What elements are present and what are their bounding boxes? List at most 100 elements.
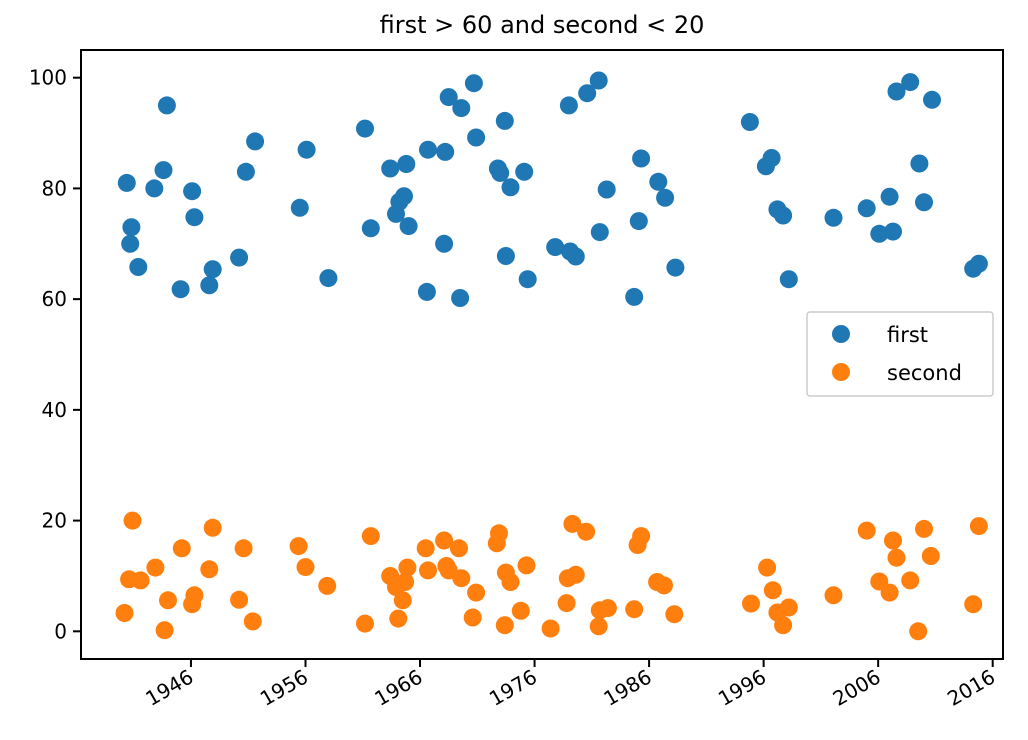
point-second-24: [396, 573, 415, 591]
point-first-50: [625, 287, 644, 306]
x-tick-label: 1946: [141, 665, 197, 711]
point-second-70: [909, 622, 928, 641]
point-first-68: [901, 73, 920, 92]
point-first-13: [236, 162, 255, 181]
point-second-50: [598, 599, 617, 618]
point-first-53: [649, 172, 668, 191]
point-first-33: [464, 74, 483, 93]
point-second-0: [115, 604, 134, 622]
point-second-68: [887, 548, 906, 567]
point-first-28: [436, 142, 455, 161]
legend-marker-first: [832, 325, 850, 343]
point-second-69: [901, 571, 920, 590]
point-first-52: [632, 149, 651, 168]
point-first-67: [887, 82, 906, 101]
point-first-61: [779, 270, 798, 289]
point-first-3: [129, 258, 148, 276]
point-first-34: [467, 128, 486, 147]
point-first-7: [171, 280, 190, 299]
point-first-69: [910, 154, 929, 173]
point-first-39: [501, 178, 520, 197]
point-second-74: [969, 517, 988, 536]
point-first-2: [121, 234, 140, 253]
point-second-51: [625, 600, 644, 619]
point-first-38: [496, 247, 515, 265]
point-second-33: [463, 608, 482, 627]
point-second-4: [146, 558, 165, 577]
point-second-47: [577, 522, 596, 541]
point-second-16: [296, 558, 315, 577]
point-first-31: [452, 99, 471, 118]
point-first-9: [185, 208, 204, 227]
point-second-28: [435, 531, 454, 550]
point-first-37: [495, 111, 514, 130]
point-first-42: [546, 238, 565, 257]
y-tick-label: 20: [42, 509, 67, 533]
legend-label-second: second: [887, 361, 962, 385]
x-tick-label: 1986: [600, 665, 656, 711]
point-second-62: [779, 598, 798, 617]
y-tick-label: 0: [54, 619, 67, 643]
point-second-5: [155, 621, 174, 640]
y-tick-label: 80: [42, 176, 67, 200]
point-first-0: [117, 173, 136, 192]
point-second-63: [824, 586, 843, 605]
point-second-10: [200, 560, 219, 579]
point-first-30: [439, 88, 458, 107]
point-second-25: [398, 558, 417, 577]
point-first-5: [154, 161, 173, 180]
x-tick-label: 1956: [256, 665, 312, 711]
point-first-27: [417, 282, 436, 301]
point-first-46: [578, 84, 597, 103]
point-first-12: [230, 248, 249, 267]
point-second-17: [318, 576, 337, 595]
point-first-40: [515, 162, 534, 181]
point-first-62: [824, 208, 843, 227]
point-first-36: [491, 163, 510, 182]
point-first-10: [200, 276, 219, 295]
point-first-6: [157, 96, 176, 115]
point-first-23: [395, 187, 413, 206]
point-first-66: [884, 222, 902, 241]
point-first-17: [319, 269, 338, 288]
point-second-19: [361, 527, 380, 546]
point-first-45: [566, 247, 585, 266]
point-second-26: [416, 539, 435, 558]
point-second-46: [566, 565, 585, 584]
legend-marker-second: [832, 363, 850, 381]
point-second-48: [589, 617, 608, 636]
point-first-70: [915, 193, 933, 212]
point-first-48: [590, 223, 609, 242]
point-first-60: [774, 206, 793, 225]
y-tick-label: 60: [42, 287, 67, 311]
point-first-11: [203, 260, 222, 279]
point-second-45: [563, 514, 582, 533]
point-first-1: [122, 218, 141, 237]
point-second-53: [632, 527, 651, 546]
point-second-36: [490, 524, 508, 543]
point-first-24: [397, 155, 416, 173]
point-first-56: [740, 113, 759, 131]
point-second-40: [511, 601, 530, 620]
point-first-71: [923, 90, 941, 109]
point-second-64: [857, 521, 876, 540]
point-first-25: [399, 217, 418, 236]
point-first-8: [183, 182, 202, 201]
point-second-42: [541, 619, 560, 638]
point-second-72: [921, 547, 940, 565]
point-second-18: [356, 614, 374, 633]
point-first-51: [629, 212, 648, 231]
point-second-13: [234, 539, 253, 558]
point-first-19: [361, 219, 380, 238]
point-second-6: [159, 591, 177, 610]
point-second-15: [289, 537, 308, 556]
x-tick-label: 2016: [943, 665, 999, 711]
point-first-41: [518, 270, 537, 289]
legend: first second: [806, 311, 994, 397]
points-layer: [115, 71, 988, 641]
legend-label-first: first: [887, 323, 928, 347]
point-second-57: [742, 594, 760, 613]
point-first-58: [762, 149, 781, 167]
point-second-14: [243, 612, 262, 631]
